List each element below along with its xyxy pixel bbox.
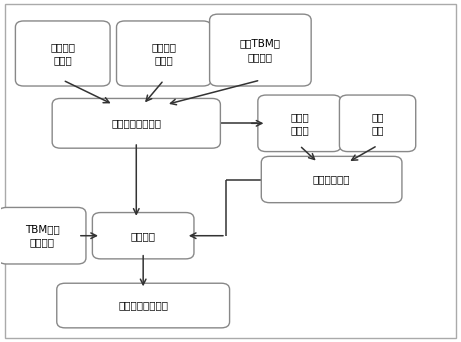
FancyBboxPatch shape (15, 21, 110, 86)
Text: 计算模块: 计算模块 (130, 231, 156, 241)
Text: 掘进参数
数据库: 掘进参数 数据库 (151, 42, 177, 65)
Text: 数据存储仓库模块: 数据存储仓库模块 (111, 118, 161, 128)
Text: TBM当前
掘进参数: TBM当前 掘进参数 (25, 224, 59, 247)
FancyBboxPatch shape (117, 21, 211, 86)
FancyBboxPatch shape (57, 283, 230, 328)
Text: 其他TBM工
程数据库: 其他TBM工 程数据库 (240, 39, 281, 62)
Text: 聚类
算法: 聚类 算法 (371, 112, 384, 135)
Text: 实时输出显示模块: 实时输出显示模块 (118, 301, 168, 311)
FancyBboxPatch shape (0, 208, 86, 264)
FancyBboxPatch shape (339, 95, 416, 152)
FancyBboxPatch shape (258, 95, 341, 152)
FancyBboxPatch shape (52, 98, 220, 148)
FancyBboxPatch shape (92, 213, 194, 259)
FancyBboxPatch shape (210, 14, 311, 86)
Text: 岩机关系模型: 岩机关系模型 (313, 174, 350, 185)
FancyBboxPatch shape (261, 156, 402, 203)
Text: 岩体参数
数据库: 岩体参数 数据库 (50, 42, 75, 65)
Text: 分步回
归算法: 分步回 归算法 (290, 112, 309, 135)
